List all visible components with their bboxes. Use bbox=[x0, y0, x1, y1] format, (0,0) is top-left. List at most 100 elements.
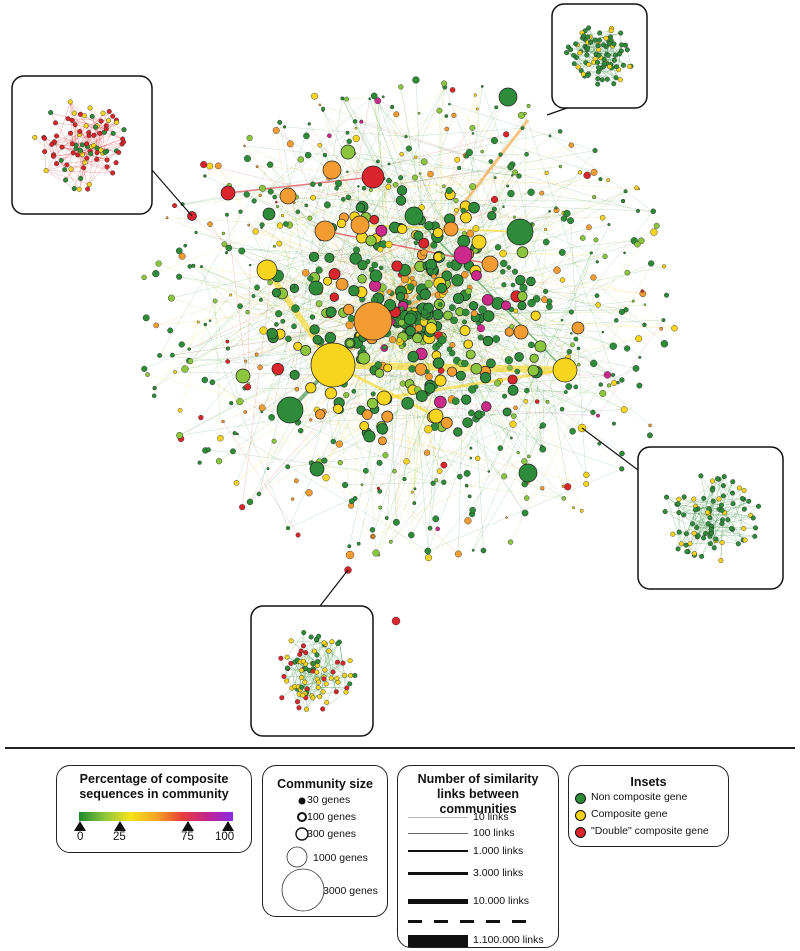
community-node bbox=[413, 230, 424, 241]
community-node bbox=[382, 345, 388, 351]
community-node bbox=[308, 251, 320, 262]
inset-node bbox=[310, 661, 316, 667]
community-node bbox=[505, 516, 508, 519]
inset-node bbox=[42, 149, 48, 155]
inset-edge bbox=[303, 642, 325, 647]
network-edge bbox=[203, 164, 476, 229]
community-node bbox=[365, 259, 371, 265]
community-node bbox=[619, 466, 625, 472]
inset-edge bbox=[701, 503, 734, 557]
community-node bbox=[502, 393, 508, 399]
community-node bbox=[653, 222, 660, 229]
community-node bbox=[507, 163, 514, 171]
network-edge bbox=[179, 211, 241, 411]
community-node bbox=[247, 382, 250, 385]
inset-node bbox=[85, 186, 91, 192]
inset-pointer-line bbox=[546, 107, 568, 116]
community-node bbox=[451, 112, 457, 118]
inset-node bbox=[317, 694, 323, 700]
community-node bbox=[418, 172, 422, 175]
size-label-3000: 3000 genes bbox=[323, 885, 378, 897]
community-node bbox=[524, 152, 529, 157]
size-circle-100 bbox=[297, 812, 307, 822]
inset-node bbox=[323, 681, 329, 687]
community-node bbox=[352, 119, 358, 124]
community-node bbox=[620, 198, 626, 204]
community-node bbox=[152, 385, 157, 391]
inset-edge bbox=[100, 121, 106, 153]
community-node bbox=[386, 177, 392, 184]
community-node bbox=[488, 159, 494, 164]
community-node bbox=[659, 326, 664, 331]
community-node bbox=[172, 203, 178, 209]
inset-edge bbox=[318, 636, 324, 692]
inset-node bbox=[580, 71, 586, 77]
network-edge bbox=[279, 243, 405, 280]
community-node bbox=[442, 184, 446, 188]
community-node bbox=[382, 452, 389, 459]
community-node bbox=[291, 323, 297, 330]
community-node bbox=[447, 366, 458, 377]
community-node bbox=[246, 498, 254, 506]
community-node bbox=[596, 413, 600, 418]
community-node bbox=[583, 480, 590, 487]
community-node bbox=[638, 355, 642, 359]
community-node bbox=[417, 111, 421, 115]
community-node bbox=[203, 174, 207, 178]
gradient-tick-100: 100 bbox=[215, 831, 235, 843]
inset-node bbox=[711, 545, 717, 551]
network-edge bbox=[276, 130, 290, 226]
network-edge bbox=[214, 300, 221, 439]
inset-node bbox=[32, 134, 38, 140]
large-community-node bbox=[235, 368, 251, 384]
community-node bbox=[271, 362, 284, 376]
inset-node bbox=[97, 130, 103, 136]
community-node bbox=[317, 182, 322, 187]
inset-node bbox=[114, 119, 120, 125]
community-node bbox=[460, 211, 472, 224]
inset-node bbox=[705, 521, 711, 527]
community-node bbox=[494, 105, 499, 110]
inset-node bbox=[611, 57, 617, 63]
community-node bbox=[237, 303, 243, 309]
community-node bbox=[540, 486, 545, 491]
community-node bbox=[451, 274, 464, 287]
community-node bbox=[335, 277, 349, 291]
community-node bbox=[434, 395, 447, 409]
inset-node bbox=[599, 77, 605, 83]
inset-node bbox=[68, 166, 74, 172]
community-node bbox=[145, 372, 150, 377]
network-edge bbox=[190, 287, 258, 362]
community-node bbox=[519, 283, 528, 292]
inset-node bbox=[607, 40, 613, 46]
community-node bbox=[282, 221, 289, 227]
inset-node bbox=[715, 476, 721, 482]
community-node bbox=[661, 318, 666, 323]
network-edge bbox=[279, 225, 435, 314]
inset-edge bbox=[323, 642, 344, 664]
community-node bbox=[471, 132, 475, 135]
inset-node bbox=[84, 155, 90, 161]
community-node bbox=[469, 456, 473, 460]
size-label-1000: 1000 genes bbox=[313, 852, 368, 864]
community-node bbox=[450, 316, 458, 325]
community-node bbox=[468, 301, 479, 311]
network-edge bbox=[386, 323, 406, 519]
inset-node bbox=[691, 530, 697, 536]
community-node bbox=[376, 159, 380, 164]
large-community-node bbox=[340, 144, 356, 160]
network-edge bbox=[312, 134, 507, 185]
community-node bbox=[362, 467, 369, 474]
inset-edge bbox=[696, 527, 755, 537]
community-node bbox=[566, 348, 573, 355]
community-node bbox=[385, 240, 393, 249]
inset-edge bbox=[77, 138, 123, 156]
community-node bbox=[527, 364, 540, 377]
community-node bbox=[254, 284, 260, 291]
inset-node bbox=[302, 679, 308, 685]
community-node bbox=[372, 549, 380, 557]
community-node bbox=[183, 243, 188, 248]
inset-node bbox=[617, 77, 623, 83]
inset-node bbox=[620, 62, 626, 68]
community-node bbox=[196, 320, 200, 324]
